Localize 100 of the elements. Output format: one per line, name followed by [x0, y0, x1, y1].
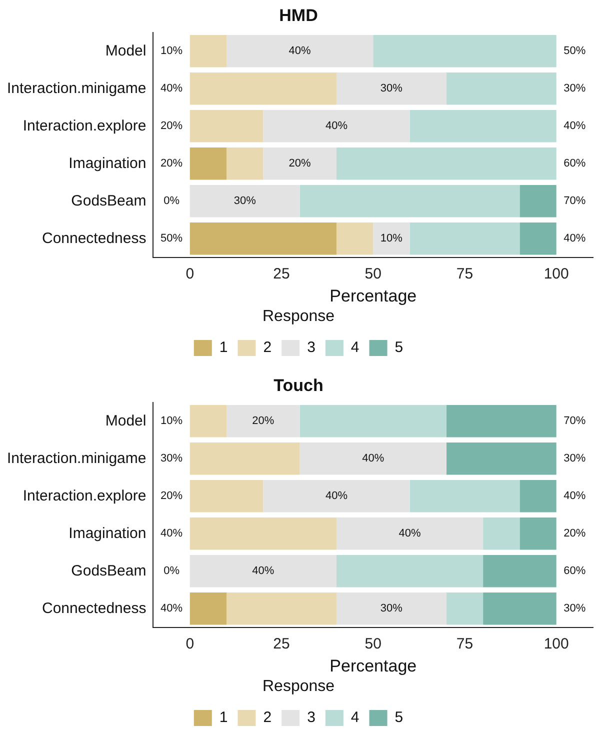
legend-label: 1	[219, 709, 228, 726]
annotation: 0%	[164, 195, 180, 208]
y-tick-label: Imagination	[68, 524, 146, 542]
bar	[336, 592, 446, 625]
bar	[336, 518, 484, 550]
annotation: 20%	[160, 490, 183, 502]
bar	[520, 480, 556, 512]
bar	[190, 555, 336, 588]
bar	[190, 405, 227, 438]
annotation: 20%	[160, 158, 183, 170]
annotation: 20%	[564, 528, 586, 540]
annotation: 50%	[160, 232, 183, 245]
x-tick-label: 0	[186, 636, 194, 653]
legend-label: 4	[350, 339, 360, 356]
bar	[410, 480, 520, 512]
bar	[190, 518, 336, 550]
legend-label: 5	[394, 339, 404, 356]
y-tick-label: Imagination	[68, 154, 146, 172]
bar	[300, 185, 520, 218]
x-tick-label: 50	[364, 266, 382, 283]
bar	[446, 442, 556, 475]
bar	[446, 405, 556, 438]
chart-title: HMD	[279, 6, 318, 25]
data-label: 30%	[380, 82, 403, 95]
x-axis-title: Percentage	[330, 286, 417, 306]
bar	[336, 148, 556, 180]
annotation: 40%	[160, 528, 183, 540]
annotation: 30%	[564, 82, 586, 95]
bar	[336, 555, 484, 588]
annotation: 70%	[564, 415, 586, 428]
annotation: 0%	[164, 565, 180, 578]
bar	[226, 592, 336, 625]
x-tick-label: 100	[544, 266, 569, 283]
annotation: 30%	[160, 452, 183, 465]
legend-label: 3	[307, 339, 316, 356]
data-label: 30%	[380, 602, 403, 615]
bar	[226, 35, 374, 68]
x-tick-label: 50	[364, 636, 382, 653]
y-tick-label: Interaction.explore	[22, 117, 146, 134]
bar	[520, 518, 556, 550]
data-label: 40%	[288, 45, 312, 58]
annotation: 40%	[160, 602, 183, 615]
legend-label: 2	[263, 339, 272, 356]
bar	[410, 222, 520, 255]
x-tick-label: 100	[544, 636, 569, 653]
annotation: 40%	[564, 120, 586, 132]
bar	[263, 148, 336, 180]
legend-label: 2	[263, 709, 272, 726]
bar	[190, 592, 227, 625]
bar	[410, 110, 556, 142]
data-label: 40%	[252, 565, 274, 578]
y-tick-label: Connectedness	[42, 600, 146, 617]
annotation: 10%	[160, 45, 183, 58]
annotation: 40%	[564, 490, 586, 502]
chart-title: Touch	[274, 376, 324, 395]
annotation: 40%	[564, 232, 586, 245]
bar	[483, 555, 556, 588]
y-tick-label: Interaction.explore	[22, 487, 146, 504]
y-tick-label: GodsBeam	[71, 192, 146, 210]
data-label: 20%	[252, 415, 274, 428]
bar	[190, 72, 336, 105]
y-tick-label: Connectedness	[42, 230, 146, 247]
y-tick-label: Interaction.minigame	[7, 80, 146, 97]
x-tick-label: 75	[456, 266, 474, 283]
data-label: 10%	[380, 232, 403, 245]
bar	[190, 480, 264, 512]
legend-label: 3	[307, 709, 316, 726]
bar	[190, 35, 227, 68]
bar	[190, 222, 336, 255]
bar	[336, 222, 374, 255]
legend-title: Response	[262, 678, 335, 696]
bar	[373, 35, 556, 68]
bar	[263, 480, 410, 512]
y-tick-label: Model	[105, 42, 146, 60]
x-tick-label: 25	[273, 266, 290, 283]
bar	[190, 148, 227, 180]
bar	[483, 592, 556, 625]
y-tick-label: GodsBeam	[71, 562, 146, 580]
bar	[520, 185, 556, 218]
annotation: 10%	[160, 415, 183, 428]
y-tick-label: Interaction.minigame	[7, 450, 146, 467]
y-tick-label: Model	[105, 412, 146, 430]
bar	[300, 405, 446, 438]
bar	[190, 442, 300, 475]
bar	[446, 72, 556, 105]
legend-label: 4	[350, 709, 360, 726]
bar	[520, 222, 556, 255]
bar	[446, 592, 484, 625]
annotation: 30%	[564, 602, 586, 615]
annotation: 60%	[564, 158, 586, 170]
x-axis-title: Percentage	[330, 656, 417, 676]
annotation: 70%	[564, 195, 586, 208]
annotation: 40%	[160, 82, 183, 95]
bar	[373, 222, 410, 255]
data-label: 20%	[288, 158, 312, 170]
bar	[190, 110, 264, 142]
x-tick-label: 0	[186, 266, 194, 283]
bar	[263, 110, 410, 142]
legend-label: 5	[394, 709, 404, 726]
bar	[226, 405, 300, 438]
